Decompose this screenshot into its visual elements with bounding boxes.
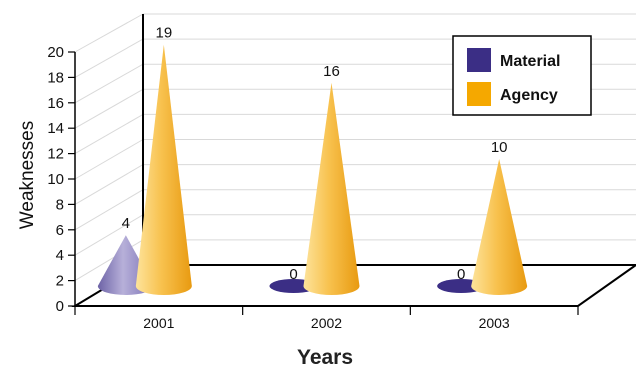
cone-agency-2002 <box>303 82 360 295</box>
x-tick-label: 2001 <box>143 315 174 331</box>
data-label-agency-2002: 16 <box>323 63 340 80</box>
x-axis-ticks <box>74 306 579 315</box>
legend-label-material: Material <box>500 53 560 70</box>
y-tick-label: 14 <box>47 120 64 137</box>
gridline-side <box>74 13 144 53</box>
cone-agency-2001 <box>135 44 192 296</box>
cone-agency-2003 <box>471 159 528 295</box>
data-labels: 4 19 0 16 0 10 <box>122 25 508 283</box>
x-axis-tick-labels: 2001 2002 2003 <box>143 315 510 331</box>
data-label-agency-2003: 10 <box>491 139 508 156</box>
legend-swatch-material <box>467 48 491 72</box>
x-tick-label: 2002 <box>311 315 342 331</box>
gridline-side <box>74 113 144 155</box>
gridline-side <box>74 164 144 205</box>
y-tick-label: 0 <box>56 298 64 315</box>
gridline-side <box>74 139 144 180</box>
data-label-agency-2001: 19 <box>155 25 172 42</box>
x-tick-label: 2003 <box>479 315 510 331</box>
y-tick-label: 10 <box>47 171 64 188</box>
data-label-material-2003: 0 <box>457 266 465 283</box>
y-axis-tick-labels: 0 2 4 6 8 10 12 14 16 18 20 <box>47 44 75 315</box>
gridline-side <box>74 214 144 256</box>
y-tick-label: 16 <box>47 95 64 112</box>
gridline-side <box>74 63 144 104</box>
data-label-material-2001: 4 <box>122 215 130 232</box>
y-tick-label: 20 <box>47 44 64 61</box>
data-label-material-2002: 0 <box>289 266 297 283</box>
gridline-side <box>74 189 144 231</box>
y-tick-label: 4 <box>56 247 64 264</box>
y-tick-label: 8 <box>56 196 64 213</box>
y-tick-label: 18 <box>47 69 64 86</box>
y-tick-label: 2 <box>56 273 64 290</box>
legend: Material Agency <box>452 35 592 116</box>
gridline-side <box>74 88 144 129</box>
data-marks <box>97 44 528 296</box>
x-axis-title: Years <box>297 346 353 369</box>
y-tick-label: 6 <box>56 222 64 239</box>
gridline-side <box>74 38 144 78</box>
y-tick-label: 12 <box>47 146 64 163</box>
y-axis-title: Weaknesses <box>17 121 38 229</box>
legend-label-agency: Agency <box>500 87 558 104</box>
legend-swatch-agency <box>467 82 491 106</box>
